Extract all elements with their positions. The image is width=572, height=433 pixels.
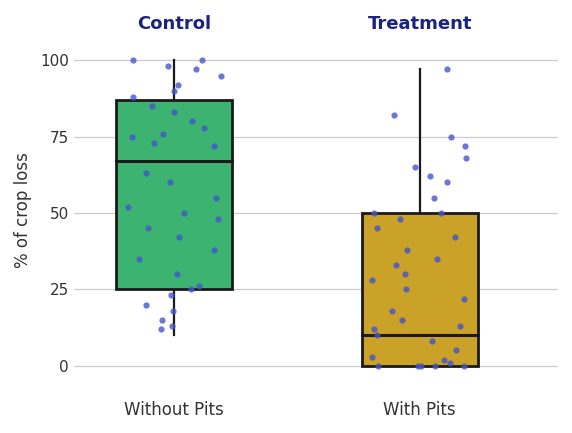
Point xyxy=(439,356,448,363)
Point xyxy=(428,338,437,345)
Point xyxy=(367,277,376,284)
Point xyxy=(128,94,137,100)
Point xyxy=(402,286,411,293)
Point xyxy=(210,142,219,149)
Point xyxy=(373,332,382,339)
Point xyxy=(372,225,382,232)
Point xyxy=(170,87,179,94)
Point xyxy=(212,194,221,201)
Point xyxy=(460,362,469,369)
Point xyxy=(216,72,225,79)
Bar xyxy=(362,213,478,366)
Point xyxy=(170,109,179,116)
Point xyxy=(370,326,379,333)
Point xyxy=(416,362,425,369)
Point xyxy=(172,271,181,278)
Point xyxy=(437,210,446,216)
Point xyxy=(187,118,196,125)
Point xyxy=(169,307,178,314)
Point xyxy=(210,246,219,253)
Point xyxy=(374,362,383,369)
Point xyxy=(433,255,442,262)
Point xyxy=(147,103,156,110)
Point xyxy=(180,210,189,216)
Y-axis label: % of crop loss: % of crop loss xyxy=(14,152,32,268)
Point xyxy=(413,362,422,369)
Text: Treatment: Treatment xyxy=(368,15,472,33)
Point xyxy=(149,139,158,146)
Point xyxy=(144,225,153,232)
Point xyxy=(129,57,138,64)
Point xyxy=(452,347,461,354)
Point xyxy=(461,155,470,162)
Point xyxy=(398,317,407,323)
Point xyxy=(456,323,465,330)
Text: Control: Control xyxy=(137,15,212,33)
Point xyxy=(370,210,379,216)
Point xyxy=(446,359,455,366)
Point xyxy=(388,307,397,314)
Point xyxy=(174,234,184,241)
Point xyxy=(459,295,468,302)
Point xyxy=(447,133,456,140)
Point xyxy=(192,66,201,73)
Point xyxy=(391,262,400,268)
Point xyxy=(186,286,196,293)
Point xyxy=(164,63,173,70)
Point xyxy=(141,301,150,308)
Point xyxy=(168,323,177,330)
Point xyxy=(442,179,451,186)
Point xyxy=(442,66,451,73)
Point xyxy=(197,57,206,64)
Point xyxy=(396,216,405,223)
Point xyxy=(450,234,459,241)
Point xyxy=(142,170,151,177)
Point xyxy=(367,353,376,360)
Point xyxy=(124,204,133,210)
Point xyxy=(200,124,209,131)
Point xyxy=(460,142,470,149)
Point xyxy=(165,179,174,186)
Point xyxy=(214,216,223,223)
Point xyxy=(128,133,137,140)
Point xyxy=(426,173,435,180)
Point xyxy=(194,283,203,290)
Point xyxy=(431,362,440,369)
Bar xyxy=(116,100,232,289)
Point xyxy=(157,326,166,333)
Point xyxy=(400,271,410,278)
Point xyxy=(429,194,438,201)
Point xyxy=(157,317,166,323)
Point xyxy=(158,130,168,137)
Point xyxy=(411,164,420,171)
Point xyxy=(166,292,176,299)
Point xyxy=(173,81,182,88)
Point xyxy=(403,246,412,253)
Point xyxy=(134,255,143,262)
Point xyxy=(390,112,399,119)
